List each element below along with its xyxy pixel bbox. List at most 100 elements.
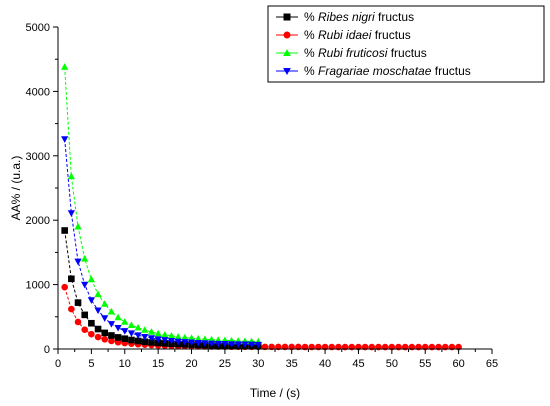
x-tick-label: 60 (452, 358, 464, 370)
x-tick-label: 40 (319, 358, 331, 370)
data-point (141, 326, 149, 333)
data-point (87, 297, 96, 304)
data-point (101, 336, 109, 343)
legend-marker (283, 31, 291, 39)
data-point (107, 321, 116, 328)
series-3 (61, 136, 262, 349)
legend: % Ribes nigri fructus % Rubi idaei fructu… (267, 5, 545, 83)
x-axis-label: Time / (s) (250, 386, 300, 400)
data-point (241, 341, 249, 349)
data-point (194, 334, 202, 342)
x-tick-label: 0 (55, 358, 61, 370)
data-point (181, 333, 189, 341)
x-tick-label: 5 (88, 358, 94, 370)
data-point (94, 325, 102, 333)
y-axis-label: AA% / (u.a.) (9, 156, 23, 221)
data-point (214, 340, 222, 348)
data-point (61, 227, 68, 234)
data-point (221, 341, 229, 348)
data-point (114, 324, 122, 332)
legend-marker (283, 13, 291, 21)
plot-area (61, 63, 462, 351)
data-point (161, 331, 169, 338)
data-point (154, 336, 162, 343)
data-point (101, 315, 109, 322)
legend-label: % Ribes nigri fructus (304, 10, 414, 24)
data-point (127, 330, 136, 338)
data-point (81, 281, 89, 289)
data-point (94, 307, 102, 315)
legend-label: % Fragariae moschatae fructus (304, 64, 471, 78)
legend-item: % Rubi idaei fructus (276, 28, 411, 42)
x-tick-label: 55 (419, 358, 431, 370)
data-point (207, 340, 216, 348)
data-point (114, 313, 122, 321)
x-tick-label: 30 (252, 358, 264, 370)
y-tick-label: 4000 (26, 86, 50, 98)
data-point (81, 311, 89, 319)
x-tick-label: 25 (219, 358, 231, 370)
axes: 0 5 10 15 20 25 30 35 40 45 50 55 60 65 0 1000 2000 3000 4… (26, 22, 499, 370)
data-point (127, 321, 136, 328)
data-point (141, 333, 149, 341)
data-point (227, 341, 236, 348)
data-point (187, 339, 196, 347)
x-tick-label: 10 (119, 358, 131, 370)
data-point (68, 275, 75, 283)
x-tick-label: 35 (286, 358, 298, 370)
x-tick-label: 20 (185, 358, 197, 370)
legend-item: % Rubi fruticosi fructus (276, 46, 427, 60)
y-tick-label: 1000 (26, 280, 50, 292)
data-point (147, 335, 156, 342)
data-point (121, 328, 129, 335)
data-point (121, 335, 129, 342)
y-tick-label: 5000 (26, 22, 50, 34)
data-point (154, 329, 162, 337)
legend-item: % Ribes nigri fructus (276, 10, 414, 24)
data-point (61, 136, 69, 143)
data-point (128, 336, 135, 344)
data-point (174, 332, 182, 340)
data-point (67, 172, 75, 180)
data-point (121, 318, 129, 325)
data-point (187, 334, 196, 341)
data-point (108, 332, 115, 339)
x-tick-label: 15 (152, 358, 164, 370)
legend-label: % Rubi idaei fructus (304, 28, 411, 42)
x-tick-label: 45 (352, 358, 364, 370)
data-point (201, 340, 209, 347)
x-tick-label: 50 (386, 358, 398, 370)
y-tick-label: 3000 (26, 151, 50, 163)
data-point (147, 328, 156, 335)
legend-item: % Fragariae moschatae fructus (276, 64, 471, 78)
data-point (134, 332, 142, 339)
data-point (167, 337, 176, 345)
series-line (64, 66, 259, 343)
data-point (234, 341, 242, 349)
data-point (61, 63, 69, 70)
y-tick-label: 0 (44, 344, 50, 356)
data-point (161, 337, 169, 344)
data-point (134, 337, 142, 345)
data-point (154, 339, 162, 347)
series-line (64, 230, 259, 347)
data-point (94, 333, 102, 341)
x-tick-label: 65 (486, 358, 498, 370)
data-point (108, 337, 115, 345)
data-point (114, 334, 122, 341)
legend-box (267, 5, 545, 83)
legend-marker (283, 68, 291, 76)
data-point (81, 326, 89, 333)
series-line (64, 139, 259, 346)
data-point (254, 341, 262, 349)
data-point (148, 339, 155, 346)
data-point (167, 332, 176, 339)
data-point (74, 222, 82, 230)
data-point (101, 329, 109, 337)
y-tick-label: 2000 (26, 215, 50, 227)
data-point (74, 258, 82, 266)
data-point (141, 338, 149, 346)
data-point (88, 319, 95, 327)
data-point (74, 318, 82, 326)
